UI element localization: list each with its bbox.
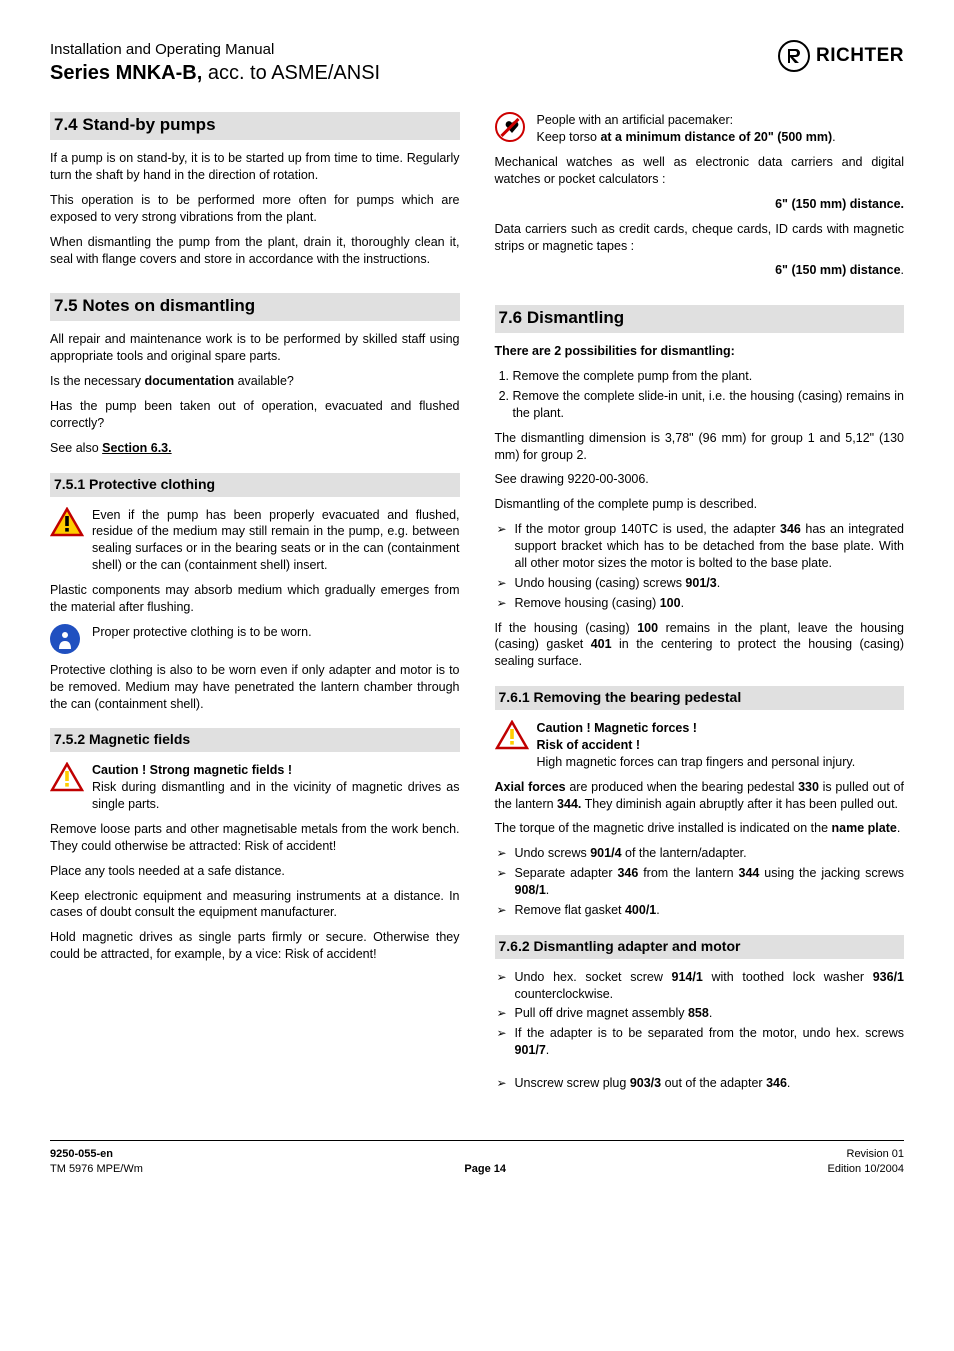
para: Hold magnetic drives as single parts fir… — [50, 929, 460, 963]
para: This operation is to be performed more o… — [50, 192, 460, 226]
revision: Revision 01 — [828, 1147, 904, 1162]
para: Remove loose parts and other magnetisabl… — [50, 821, 460, 855]
list-item: Unscrew screw plug 903/3 out of the adap… — [495, 1075, 905, 1092]
caution-text: Caution ! Strong magnetic fields ! Risk … — [92, 762, 460, 813]
para: When dismantling the pump from the plant… — [50, 234, 460, 268]
para: Is the necessary documentation available… — [50, 373, 460, 390]
heading-7-6-1: 7.6.1 Removing the bearing pedestal — [495, 686, 905, 710]
doc-number: 9250-055-en — [50, 1147, 143, 1162]
list-item: Remove housing (casing) 100. — [495, 595, 905, 612]
no-pacemaker-icon — [495, 112, 529, 142]
para-bold: There are 2 possibilities for dismantlin… — [495, 343, 905, 360]
list-item: Pull off drive magnet assembly 858. — [495, 1005, 905, 1022]
para: If the housing (casing) 100 remains in t… — [495, 620, 905, 671]
warning-text: Even if the pump has been properly evacu… — [92, 507, 460, 575]
footer-right: Revision 01 Edition 10/2004 — [828, 1147, 904, 1177]
caution-triangle-icon — [50, 762, 84, 797]
pacemaker-block: People with an artificial pacemaker: Kee… — [495, 112, 905, 146]
right-column: People with an artificial pacemaker: Kee… — [495, 112, 905, 1100]
distance-text: 6" (150 mm) distance. — [495, 196, 905, 213]
edition: Edition 10/2004 — [828, 1162, 904, 1177]
para: Axial forces are produced when the beari… — [495, 779, 905, 813]
heading-7-6: 7.6 Dismantling — [495, 305, 905, 333]
list-item: If the adapter is to be separated from t… — [495, 1025, 905, 1059]
para: See also Section 6.3. — [50, 440, 460, 457]
heading-7-6-2: 7.6.2 Dismantling adapter and motor — [495, 935, 905, 959]
warning-triangle-icon — [50, 507, 84, 542]
list-item: Remove the complete pump from the plant. — [513, 368, 905, 385]
heading-7-5-2: 7.5.2 Magnetic fields — [50, 728, 460, 752]
list-item: Undo screws 901/4 of the lantern/adapter… — [495, 845, 905, 862]
mandatory-text: Proper protective clothing is to be worn… — [92, 624, 460, 641]
para: Dismantling of the complete pump is desc… — [495, 496, 905, 513]
doc-ref: TM 5976 MPE/Wm — [50, 1162, 143, 1177]
list-item: Separate adapter 346 from the lantern 34… — [495, 865, 905, 899]
heading-7-5-1: 7.5.1 Protective clothing — [50, 473, 460, 497]
footer-center: Page 14 — [464, 1147, 506, 1177]
mandatory-sign-icon — [50, 624, 84, 654]
numbered-list: Remove the complete pump from the plant.… — [495, 368, 905, 422]
heading-7-5: 7.5 Notes on dismantling — [50, 293, 460, 321]
warning-block: Even if the pump has been properly evacu… — [50, 507, 460, 575]
arrow-list: If the motor group 140TC is used, the ad… — [495, 521, 905, 611]
para: See drawing 9220-00-3006. — [495, 471, 905, 488]
list-item: If the motor group 140TC is used, the ad… — [495, 521, 905, 572]
arrow-list: Undo hex. socket screw 914/1 with toothe… — [495, 969, 905, 1059]
manual-title: Installation and Operating Manual — [50, 40, 380, 60]
series-title: Series MNKA-B, acc. to ASME/ANSI — [50, 60, 380, 87]
page-number: Page 14 — [464, 1162, 506, 1177]
footer-left: 9250-055-en TM 5976 MPE/Wm — [50, 1147, 143, 1177]
para: Keep electronic equipment and measuring … — [50, 888, 460, 922]
list-item: Remove flat gasket 400/1. — [495, 902, 905, 919]
distance-text: 6" (150 mm) distance. — [495, 262, 905, 279]
footer: 9250-055-en TM 5976 MPE/Wm Page 14 Revis… — [50, 1140, 904, 1177]
logo-r-icon — [778, 40, 810, 72]
list-item: Remove the complete slide-in unit, i.e. … — [513, 388, 905, 422]
para: Plastic components may absorb medium whi… — [50, 582, 460, 616]
pacemaker-text: People with an artificial pacemaker: Kee… — [537, 112, 905, 146]
para: Data carriers such as credit cards, cheq… — [495, 221, 905, 255]
header-left: Installation and Operating Manual Series… — [50, 40, 380, 87]
heading-7-4: 7.4 Stand-by pumps — [50, 112, 460, 140]
series-rest: acc. to ASME/ANSI — [202, 62, 380, 84]
arrow-list: Undo screws 901/4 of the lantern/adapter… — [495, 845, 905, 919]
logo: RICHTER — [778, 40, 904, 72]
header: Installation and Operating Manual Series… — [50, 40, 904, 87]
para: If a pump is on stand-by, it is to be st… — [50, 150, 460, 184]
caution-text: Caution ! Magnetic forces ! Risk of acci… — [537, 720, 905, 771]
para: The dismantling dimension is 3,78" (96 m… — [495, 430, 905, 464]
caution-triangle-icon — [495, 720, 529, 755]
para: All repair and maintenance work is to be… — [50, 331, 460, 365]
para: Protective clothing is also to be worn e… — [50, 662, 460, 713]
para: Has the pump been taken out of operation… — [50, 398, 460, 432]
para: Place any tools needed at a safe distanc… — [50, 863, 460, 880]
caution-block: Caution ! Magnetic forces ! Risk of acci… — [495, 720, 905, 771]
list-item: Undo hex. socket screw 914/1 with toothe… — [495, 969, 905, 1003]
list-item: Undo housing (casing) screws 901/3. — [495, 575, 905, 592]
mandatory-block: Proper protective clothing is to be worn… — [50, 624, 460, 654]
arrow-list: Unscrew screw plug 903/3 out of the adap… — [495, 1075, 905, 1092]
columns: 7.4 Stand-by pumps If a pump is on stand… — [50, 112, 904, 1100]
para: The torque of the magnetic drive install… — [495, 820, 905, 837]
para: Mechanical watches as well as electronic… — [495, 154, 905, 188]
logo-text: RICHTER — [816, 43, 904, 69]
left-column: 7.4 Stand-by pumps If a pump is on stand… — [50, 112, 460, 1100]
caution-block: Caution ! Strong magnetic fields ! Risk … — [50, 762, 460, 813]
series-bold: Series MNKA-B, — [50, 62, 202, 84]
